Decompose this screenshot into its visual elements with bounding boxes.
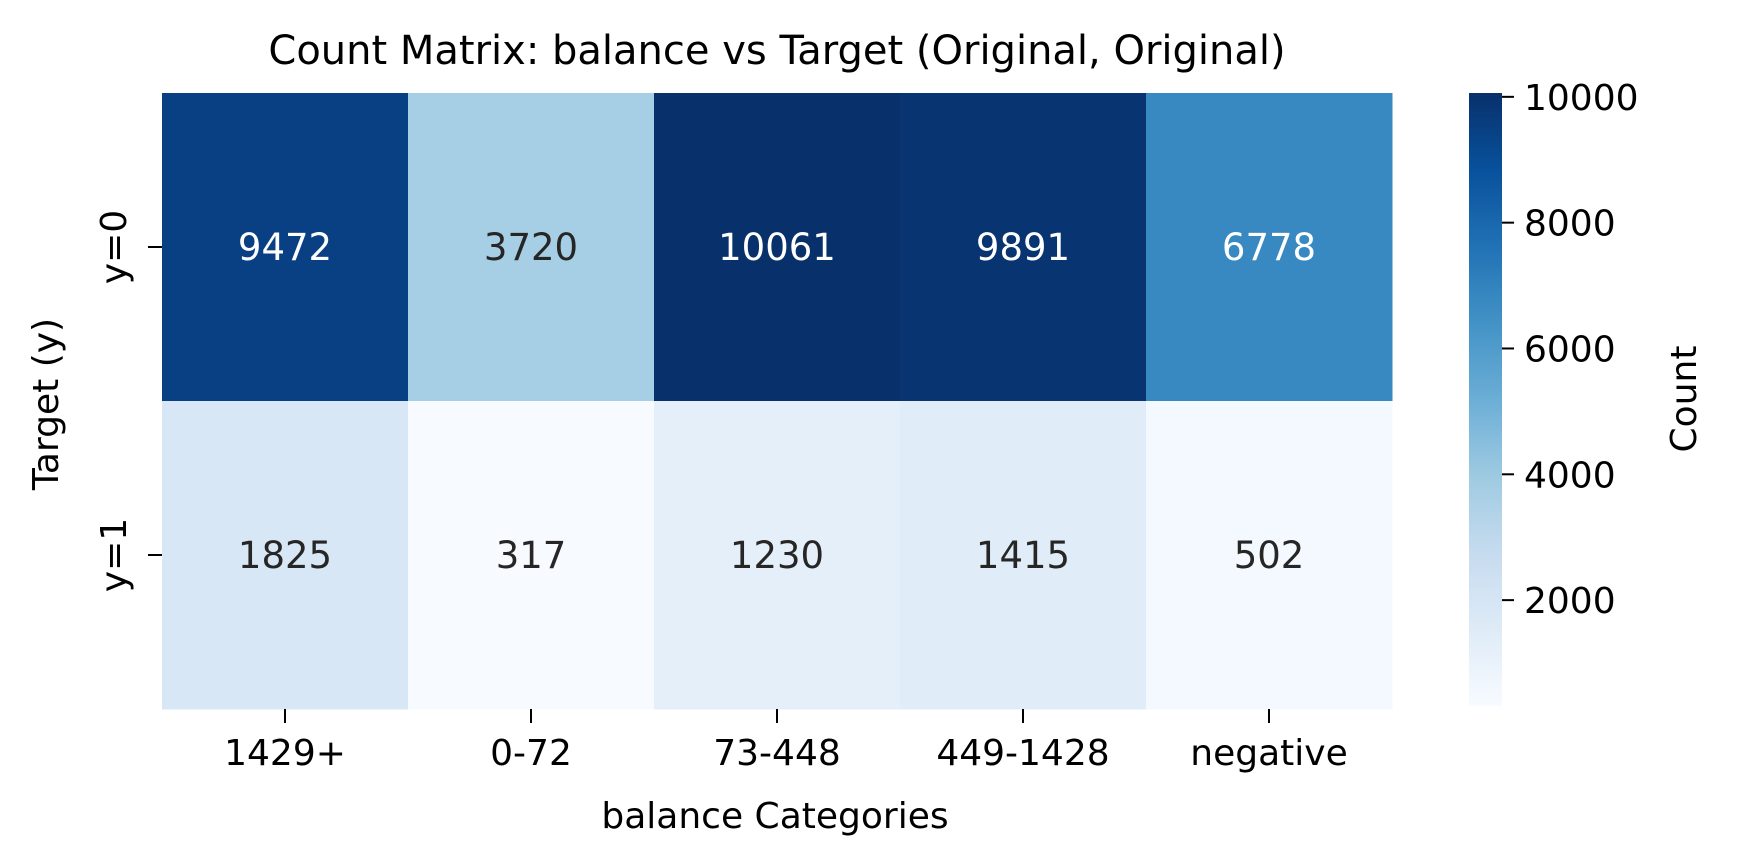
cell-value-label: 3720	[484, 226, 578, 269]
y-tick-label: y=0	[94, 210, 135, 284]
cell-value-label: 1825	[238, 534, 332, 577]
cell-value-label: 9891	[976, 226, 1070, 269]
heatmap-cell	[162, 401, 409, 710]
heatmap-cell	[162, 93, 409, 402]
cell-value-label: 502	[1234, 534, 1305, 577]
cell-value-label: 1230	[730, 534, 824, 577]
heatmap-cells	[162, 93, 1393, 710]
x-tick-label: 0-72	[490, 733, 572, 774]
x-tick-label: 73-448	[713, 733, 841, 774]
cell-value-label: 317	[496, 534, 567, 577]
colorbar-gradient	[1469, 93, 1502, 706]
x-tick-label: 1429+	[224, 733, 346, 774]
heatmap-cell	[654, 93, 901, 402]
colorbar-tick-label: 6000	[1524, 329, 1616, 370]
heatmap-cell	[900, 401, 1147, 710]
colorbar-tick-label: 4000	[1524, 455, 1616, 496]
heatmap-cell-labels: 9472 3720 10061 9891 6778 1825 317 1230 1415 502	[238, 226, 1316, 577]
heatmap-cell	[654, 401, 901, 710]
y-axis: y=0 y=1	[94, 210, 162, 592]
heatmap-cell	[900, 93, 1147, 402]
heatmap-cell	[408, 401, 655, 710]
heatmap-cell	[408, 93, 655, 402]
heatmap-cell	[1146, 93, 1393, 402]
y-tick-label: y=1	[94, 518, 135, 592]
colorbar: 2000 4000 6000 8000 10000	[1469, 78, 1639, 706]
heatmap-cell	[1146, 401, 1393, 710]
cell-value-label: 1415	[976, 534, 1070, 577]
x-axis-label: balance Categories	[601, 796, 948, 837]
x-tick-label: negative	[1190, 733, 1347, 774]
y-axis-label: Target (y)	[26, 318, 67, 491]
colorbar-tick-label: 2000	[1524, 581, 1616, 622]
chart-title: Count Matrix: balance vs Target (Origina…	[268, 28, 1285, 74]
colorbar-tick-label: 10000	[1524, 78, 1639, 119]
colorbar-tick-label: 8000	[1524, 204, 1616, 245]
cell-value-label: 9472	[238, 226, 332, 269]
x-axis: 1429+ 0-72 73-448 449-1428 negative	[224, 709, 1348, 774]
cell-value-label: 6778	[1222, 226, 1316, 269]
colorbar-label: Count	[1664, 346, 1705, 453]
x-tick-label: 449-1428	[936, 733, 1109, 774]
cell-value-label: 10061	[718, 226, 836, 269]
